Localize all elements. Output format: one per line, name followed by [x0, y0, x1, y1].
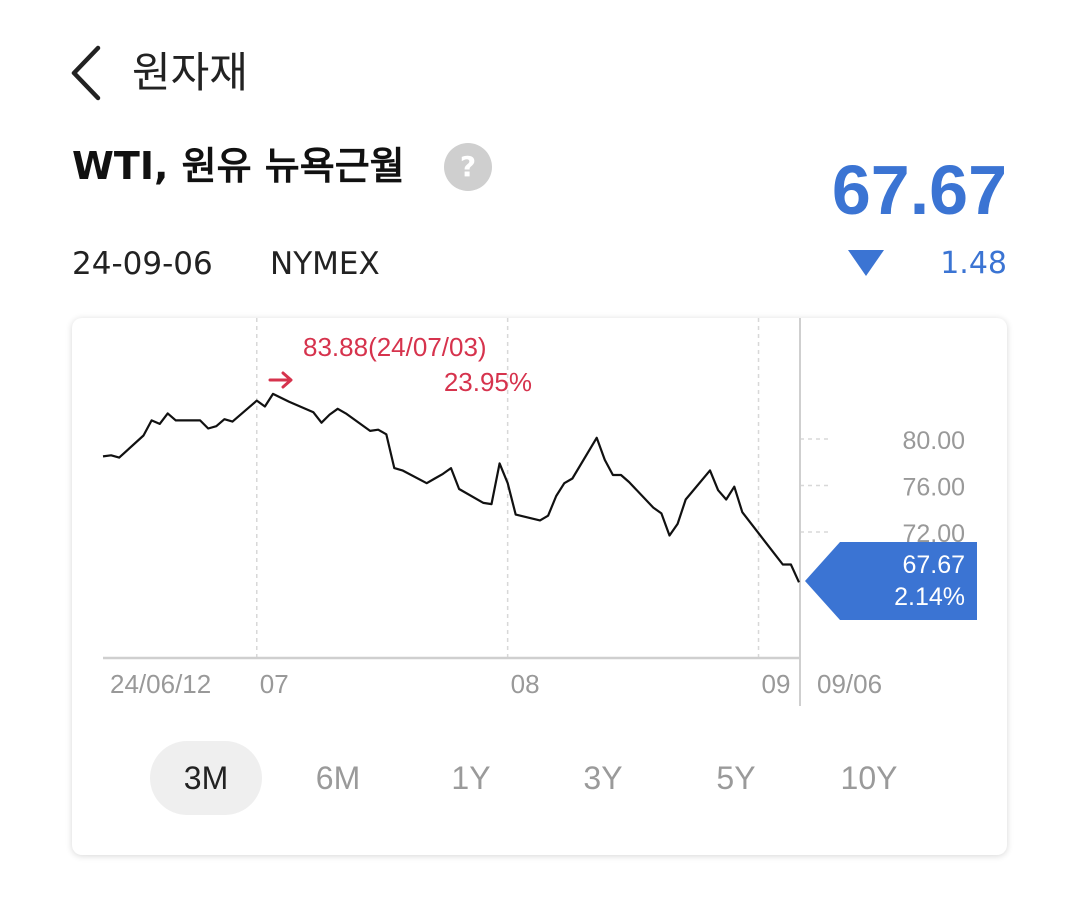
chevron-left-icon — [71, 45, 101, 101]
instrument-name: WTI, 원유 뉴욕근월 — [72, 144, 405, 188]
high-pct-label: 23.95% — [444, 367, 532, 397]
arrow-right-icon — [268, 371, 293, 389]
high-price-label: 83.88(24/07/03) — [303, 332, 487, 362]
range-tab-6m[interactable]: 6M — [315, 760, 361, 796]
range-tab-3y[interactable]: 3Y — [583, 760, 623, 796]
range-tab-5y[interactable]: 5Y — [716, 760, 756, 796]
quote-date: 24-09-06 — [72, 246, 213, 282]
back-button[interactable] — [62, 42, 110, 104]
range-tab-10y[interactable]: 10Y — [840, 760, 898, 796]
range-tab-3m[interactable]: 3M — [150, 741, 262, 815]
last-price-badge — [805, 542, 977, 620]
question-mark-icon[interactable]: ? — [444, 143, 492, 191]
range-tab-1y[interactable]: 1Y — [451, 760, 491, 796]
range-tabs: 3M 6M 1Y 3Y 5Y 10Y — [150, 738, 950, 818]
current-price: 67.67 — [831, 151, 1007, 229]
x-tick-label: 24/06/12 — [110, 669, 211, 699]
last-price-pct: 2.14% — [894, 583, 965, 611]
price-change: 1.48 — [940, 246, 1007, 281]
exchange-name: NYMEX — [270, 246, 380, 282]
price-line — [102, 392, 801, 583]
page-title: 원자재 — [132, 48, 248, 97]
chart-card: 80.00 76.00 72.00 24/06/12 07 08 09 09/06 83.88(… — [72, 318, 1007, 855]
x-tick-label: 08 — [511, 669, 540, 699]
x-tick-label: 09/06 — [817, 669, 882, 699]
x-tick-label: 09 — [762, 669, 791, 699]
y-tick-label: 80.00 — [902, 427, 965, 455]
last-price-value: 67.67 — [902, 551, 965, 579]
y-tick-label: 76.00 — [902, 474, 965, 502]
x-tick-label: 07 — [260, 669, 289, 699]
triangle-down-icon — [848, 250, 884, 276]
